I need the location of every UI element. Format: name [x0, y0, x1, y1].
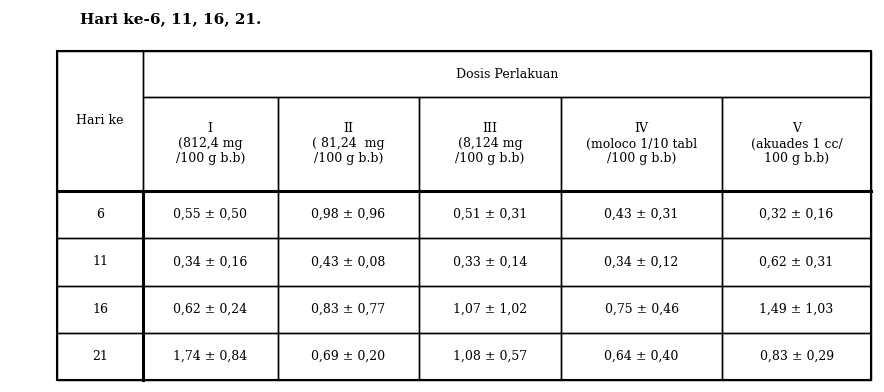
Bar	[722, 333, 871, 380]
Text: 0,83 ± 0,29: 0,83 ± 0,29	[759, 350, 834, 363]
Text: 0,64 ± 0,40: 0,64 ± 0,40	[605, 350, 679, 363]
Text: 0,32 ± 0,16: 0,32 ± 0,16	[759, 208, 834, 221]
Bar	[722, 191, 871, 238]
Text: 1,74 ± 0,84: 1,74 ± 0,84	[173, 350, 248, 363]
Text: 11: 11	[92, 256, 108, 269]
Bar	[560, 191, 722, 238]
Bar	[419, 191, 560, 238]
Bar	[143, 238, 278, 286]
Bar	[143, 191, 278, 238]
Text: 1,07 ± 1,02: 1,07 ± 1,02	[453, 303, 527, 316]
Bar	[560, 238, 722, 286]
Text: Hari ke: Hari ke	[76, 114, 124, 127]
Bar	[143, 285, 278, 333]
Text: 0,75 ± 0,46: 0,75 ± 0,46	[605, 303, 679, 316]
Text: 16: 16	[92, 303, 108, 316]
Text: 0,83 ± 0,77: 0,83 ± 0,77	[311, 303, 385, 316]
Text: Hari ke-6, 11, 16, 21.: Hari ke-6, 11, 16, 21.	[80, 12, 261, 26]
Text: 0,62 ± 0,24: 0,62 ± 0,24	[173, 303, 248, 316]
Text: I
(812,4 mg
/100 g b.b): I (812,4 mg /100 g b.b)	[176, 122, 245, 165]
Bar	[57, 51, 143, 191]
Bar	[278, 285, 419, 333]
Text: 0,51 ± 0,31: 0,51 ± 0,31	[453, 208, 527, 221]
Text: 1,49 ± 1,03: 1,49 ± 1,03	[759, 303, 834, 316]
Bar	[278, 238, 419, 286]
Text: 0,34 ± 0,16: 0,34 ± 0,16	[173, 256, 248, 269]
Text: 0,33 ± 0,14: 0,33 ± 0,14	[453, 256, 527, 269]
Bar	[419, 238, 560, 286]
Text: 0,98 ± 0,96: 0,98 ± 0,96	[311, 208, 385, 221]
Text: 0,69 ± 0,20: 0,69 ± 0,20	[311, 350, 385, 363]
Bar	[722, 97, 871, 191]
Bar	[278, 333, 419, 380]
Bar	[143, 97, 278, 191]
Bar	[57, 333, 143, 380]
Text: 0,43 ± 0,31: 0,43 ± 0,31	[605, 208, 679, 221]
Text: 6: 6	[96, 208, 104, 221]
Bar	[278, 97, 419, 191]
Bar	[419, 285, 560, 333]
Bar	[57, 51, 871, 380]
Bar	[722, 285, 871, 333]
Text: Dosis Perlakuan: Dosis Perlakuan	[455, 67, 558, 80]
Bar	[560, 333, 722, 380]
Text: 1,08 ± 0,57: 1,08 ± 0,57	[453, 350, 527, 363]
Text: II
( 81,24  mg
/100 g b.b): II ( 81,24 mg /100 g b.b)	[312, 122, 385, 165]
Bar	[57, 285, 143, 333]
Text: III
(8,124 mg
/100 g b.b): III (8,124 mg /100 g b.b)	[455, 122, 524, 165]
Bar	[419, 333, 560, 380]
Bar	[57, 191, 143, 238]
Bar	[143, 51, 871, 97]
Text: 0,34 ± 0,12: 0,34 ± 0,12	[605, 256, 679, 269]
Text: V
(akuades 1 cc/
100 g b.b): V (akuades 1 cc/ 100 g b.b)	[751, 122, 842, 165]
Bar	[57, 238, 143, 286]
Bar	[560, 97, 722, 191]
Bar	[560, 285, 722, 333]
Bar	[419, 97, 560, 191]
Bar	[143, 333, 278, 380]
Bar	[278, 191, 419, 238]
Text: IV
(moloco 1/10 tabl
/100 g b.b): IV (moloco 1/10 tabl /100 g b.b)	[586, 122, 697, 165]
Bar	[722, 238, 871, 286]
Text: 0,43 ± 0,08: 0,43 ± 0,08	[311, 256, 385, 269]
Text: 21: 21	[92, 350, 108, 363]
Text: 0,55 ± 0,50: 0,55 ± 0,50	[173, 208, 248, 221]
Text: 0,62 ± 0,31: 0,62 ± 0,31	[759, 256, 834, 269]
